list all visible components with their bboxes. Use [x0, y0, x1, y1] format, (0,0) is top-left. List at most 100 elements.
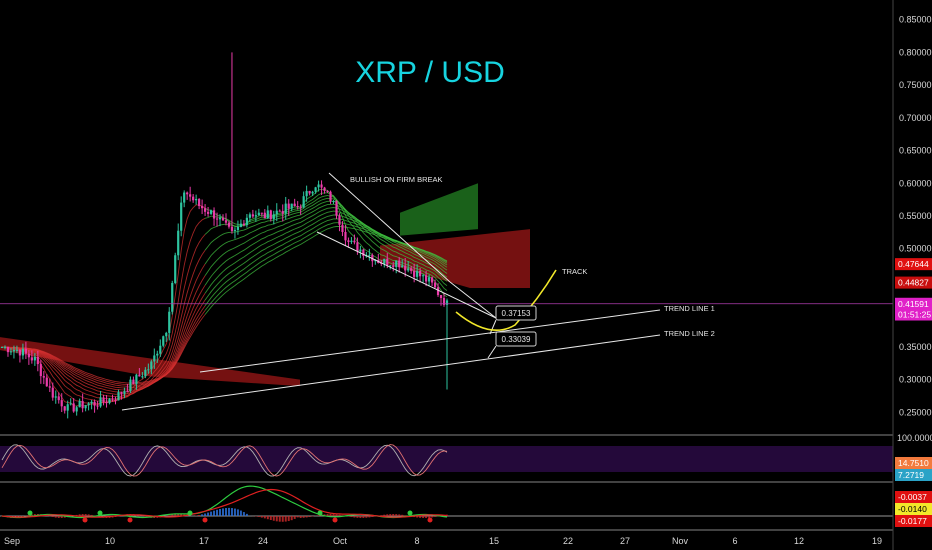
drawing-tools[interactable] — [0, 172, 893, 411]
stoch-badge[interactable] — [895, 457, 932, 469]
macd-hist-bar — [335, 514, 338, 516]
macd-hist-bar — [365, 516, 368, 518]
candle-body — [284, 203, 287, 214]
candle-body — [416, 271, 419, 277]
level-box-2[interactable]: 0.33039 — [495, 331, 537, 347]
price-axis[interactable]: 0.85000 0.80000 0.75000 0.70000 0.65000 0.600… — [892, 0, 932, 550]
candle-body — [159, 345, 162, 354]
macd-cross-dot — [427, 517, 433, 523]
candle-body — [353, 240, 356, 243]
level-connector-2[interactable] — [487, 345, 497, 359]
macd-hist-bar — [401, 514, 404, 516]
macd-hist-bar — [329, 514, 332, 516]
macd-badge-label: -0.0037 — [898, 492, 927, 502]
candle-body — [248, 214, 251, 218]
macd-hist-bar — [434, 516, 437, 517]
time-tick-label: 10 — [105, 536, 115, 546]
macd-hist-bar — [27, 515, 30, 516]
macd-hist-bar — [326, 514, 329, 516]
candle-body — [251, 214, 254, 217]
ichimoku-cloud — [0, 183, 530, 387]
macd-cross-dot — [332, 517, 338, 523]
candle-body — [311, 191, 314, 194]
candle-body — [81, 401, 84, 409]
price-badge-label: 0.41591 — [898, 299, 929, 309]
annotation-bullish[interactable]: BULLISH ON FIRM BREAK — [350, 175, 443, 184]
candle-body — [45, 377, 48, 387]
candle-body — [302, 196, 305, 208]
candle-body — [21, 348, 25, 356]
candle-body — [347, 240, 350, 242]
macd-badge[interactable] — [895, 503, 932, 515]
macd-badge[interactable] — [895, 515, 932, 527]
level-connector-1[interactable] — [489, 319, 497, 335]
macd-hist-bar — [362, 516, 365, 518]
annotation-track[interactable]: TRACK — [562, 267, 587, 276]
wedge-upper-line[interactable] — [328, 172, 451, 283]
candle-body — [156, 353, 159, 356]
annotation-trend-line-1[interactable]: TREND LINE 1 — [664, 304, 715, 313]
macd-hist-bar — [207, 512, 210, 516]
time-tick-label: Oct — [333, 536, 348, 546]
candle-body — [117, 392, 120, 401]
candle-body — [269, 210, 272, 220]
candle-body — [296, 206, 299, 208]
price-badge[interactable] — [895, 258, 932, 271]
ribbon-line-green — [204, 203, 448, 276]
macd-hist-bar — [216, 509, 219, 516]
candle-body — [66, 404, 69, 411]
macd-hist-bar — [395, 514, 398, 516]
macd-cross-dot — [127, 517, 133, 523]
time-tick-label: 27 — [620, 536, 630, 546]
level-box-1[interactable]: 0.37153 — [495, 305, 537, 321]
track-curve[interactable] — [455, 269, 557, 332]
wedge-close-line[interactable] — [449, 281, 497, 319]
time-tick-label: 12 — [794, 536, 804, 546]
candle-body — [320, 184, 323, 188]
trend-line-1[interactable] — [199, 309, 661, 373]
time-axis[interactable]: Sep 10 17 24 Oct 8 15 22 27 Nov 6 12 19 — [4, 536, 882, 546]
ribbon-line-green — [204, 200, 448, 278]
time-tick-label: 24 — [258, 536, 268, 546]
macd-hist-bar — [63, 516, 66, 518]
candle-body — [386, 258, 389, 266]
macd-hist-bar — [263, 516, 266, 519]
macd-hist-bar — [353, 516, 356, 518]
price-badge-label: 0.47644 — [898, 259, 929, 269]
candle-body — [422, 275, 425, 277]
price-tick-label: 0.70000 — [899, 113, 932, 123]
candle-body — [36, 356, 39, 365]
price-badge[interactable] — [895, 276, 932, 289]
stoch-badge[interactable] — [895, 469, 932, 481]
candlestick-series[interactable] — [0, 52, 449, 419]
time-tick-label: 6 — [732, 536, 737, 546]
macd-hist-bar — [236, 509, 239, 516]
wedge-lower-line[interactable] — [316, 231, 497, 319]
ribbon-line-green — [204, 197, 448, 282]
price-tick-label: 0.25000 — [899, 407, 932, 417]
price-badge[interactable] — [895, 308, 932, 321]
candle-body — [239, 223, 243, 227]
cloud-green-right — [400, 183, 478, 236]
candle-body — [57, 396, 60, 401]
candle-body — [39, 364, 42, 377]
candle-body — [147, 369, 150, 371]
macd-hist-bar — [168, 515, 171, 516]
candle-body — [323, 187, 326, 191]
macd-hist-bar — [272, 516, 275, 521]
macd-badge[interactable] — [895, 491, 932, 503]
candle-body — [350, 240, 353, 242]
macd-line — [1, 485, 448, 519]
trend-line-2[interactable] — [121, 334, 661, 411]
candle-body — [424, 275, 428, 282]
macd-hist-bar — [233, 508, 236, 516]
annotation-trend-line-2[interactable]: TREND LINE 2 — [664, 329, 715, 338]
candle-body — [398, 260, 401, 268]
candle-body — [314, 187, 317, 192]
price-badge[interactable] — [895, 297, 932, 310]
candle-body — [51, 387, 54, 398]
macd-hist-bar — [359, 516, 362, 518]
ribbon-line-green — [204, 207, 448, 286]
macd-hist-bar — [398, 514, 401, 516]
